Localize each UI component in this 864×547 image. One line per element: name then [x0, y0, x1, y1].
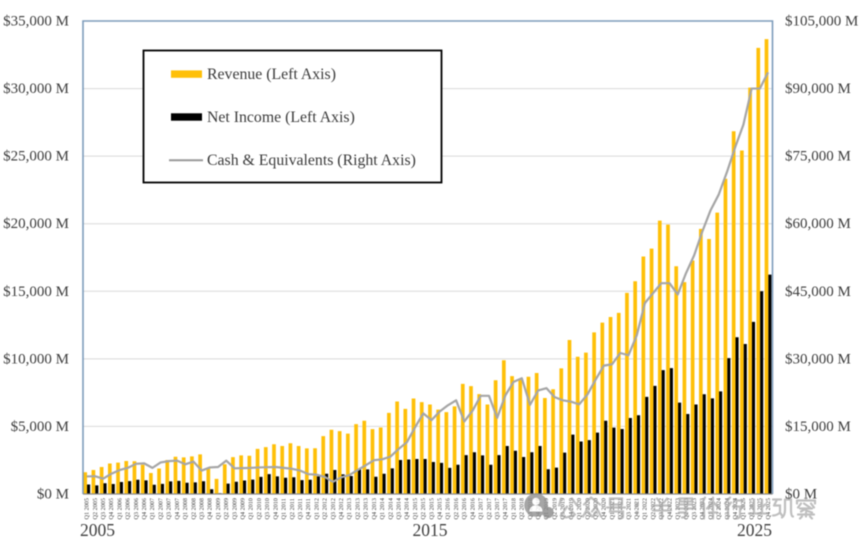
svg-text:Net Income (Left Axis): Net Income (Left Axis) — [207, 109, 355, 126]
svg-text:Q4 2017: Q4 2017 — [502, 498, 509, 519]
svg-text:Q2 2016: Q2 2016 — [453, 498, 460, 519]
svg-text:Q2 2010: Q2 2010 — [256, 498, 263, 519]
svg-text:Q3 2014: Q3 2014 — [395, 498, 402, 519]
svg-text:Q4 2024: Q4 2024 — [732, 498, 739, 519]
svg-text:Q2 2014: Q2 2014 — [387, 498, 394, 519]
svg-text:$10,000 M: $10,000 M — [3, 351, 69, 367]
svg-text:Q2 2019: Q2 2019 — [551, 498, 558, 519]
svg-text:Q1 2013: Q1 2013 — [346, 498, 353, 519]
svg-text:Q3 2013: Q3 2013 — [363, 498, 370, 519]
svg-text:Q1 2025: Q1 2025 — [740, 498, 747, 519]
svg-text:Q4 2006: Q4 2006 — [141, 498, 148, 519]
svg-text:Q3 2021: Q3 2021 — [625, 498, 632, 519]
svg-text:Q1 2010: Q1 2010 — [248, 498, 255, 519]
svg-text:$0 M: $0 M — [37, 487, 69, 503]
svg-text:Q1 2006: Q1 2006 — [116, 498, 123, 519]
svg-text:Q2 2009: Q2 2009 — [223, 498, 230, 519]
svg-text:Q2 2025: Q2 2025 — [748, 498, 755, 519]
svg-text:Q1 2009: Q1 2009 — [215, 498, 222, 519]
svg-text:Q4 2019: Q4 2019 — [568, 498, 575, 519]
svg-text:Q4 2011: Q4 2011 — [305, 498, 312, 519]
svg-text:$15,000 M: $15,000 M — [3, 284, 69, 300]
svg-text:Q1 2015: Q1 2015 — [412, 498, 419, 519]
svg-text:$30,000 M: $30,000 M — [785, 351, 851, 367]
svg-text:Q3 2015: Q3 2015 — [428, 498, 435, 519]
svg-text:Q4 2021: Q4 2021 — [634, 498, 641, 519]
svg-text:Q1 2014: Q1 2014 — [379, 498, 386, 519]
svg-text:Q2 2007: Q2 2007 — [157, 498, 164, 519]
svg-text:Q1 2007: Q1 2007 — [149, 498, 156, 519]
svg-text:Q4 2023: Q4 2023 — [699, 498, 706, 519]
svg-text:Q2 2006: Q2 2006 — [125, 498, 132, 519]
svg-text:Q2 2021: Q2 2021 — [617, 498, 624, 519]
svg-text:Q1 2008: Q1 2008 — [182, 498, 189, 519]
svg-text:Cash & Equivalents (Right Axis: Cash & Equivalents (Right Axis) — [207, 152, 416, 169]
svg-text:Q2 2022: Q2 2022 — [650, 498, 657, 519]
svg-text:Revenue (Left Axis): Revenue (Left Axis) — [207, 66, 336, 83]
svg-text:Q4 2016: Q4 2016 — [469, 498, 476, 519]
svg-text:Q4 2005: Q4 2005 — [108, 498, 115, 519]
svg-text:$60,000 M: $60,000 M — [785, 216, 851, 232]
svg-text:Q3 2007: Q3 2007 — [166, 498, 173, 519]
svg-text:Q1 2005: Q1 2005 — [84, 498, 91, 519]
svg-text:Q4 2020: Q4 2020 — [601, 498, 608, 519]
svg-text:Q2 2005: Q2 2005 — [92, 498, 99, 519]
svg-text:Q1 2011: Q1 2011 — [281, 498, 288, 519]
svg-text:Q1 2012: Q1 2012 — [313, 498, 320, 519]
svg-text:Q3 2016: Q3 2016 — [461, 498, 468, 519]
svg-text:Q4 2009: Q4 2009 — [240, 498, 247, 519]
svg-text:Q2 2013: Q2 2013 — [354, 498, 361, 519]
svg-text:2025: 2025 — [737, 520, 772, 540]
svg-text:Q4 2008: Q4 2008 — [207, 498, 214, 519]
svg-text:$45,000 M: $45,000 M — [785, 284, 851, 300]
svg-text:$90,000 M: $90,000 M — [785, 81, 851, 97]
svg-text:Q3 2025: Q3 2025 — [757, 498, 764, 519]
svg-text:Q4 2007: Q4 2007 — [174, 498, 181, 519]
svg-text:Q2 2011: Q2 2011 — [289, 498, 296, 519]
svg-text:Q2 2018: Q2 2018 — [519, 498, 526, 519]
svg-text:Q2 2008: Q2 2008 — [190, 498, 197, 519]
svg-text:$105,000 M: $105,000 M — [785, 14, 858, 30]
svg-text:Q3 2005: Q3 2005 — [100, 498, 107, 519]
svg-text:$25,000 M: $25,000 M — [3, 149, 69, 165]
svg-text:Q3 2017: Q3 2017 — [494, 498, 501, 519]
svg-text:Q4 2015: Q4 2015 — [437, 498, 444, 519]
svg-text:Q4 2012: Q4 2012 — [338, 498, 345, 519]
svg-text:Q4 2013: Q4 2013 — [371, 498, 378, 519]
svg-text:$15,000 M: $15,000 M — [785, 419, 851, 435]
svg-text:Q1 2016: Q1 2016 — [445, 498, 452, 519]
svg-text:Q1 2022: Q1 2022 — [642, 498, 649, 519]
svg-text:Q4 2010: Q4 2010 — [272, 498, 279, 519]
svg-text:Q4 2022: Q4 2022 — [666, 498, 673, 519]
svg-text:Q3 2019: Q3 2019 — [560, 498, 567, 519]
svg-text:Q1 2021: Q1 2021 — [609, 498, 616, 519]
svg-text:$75,000 M: $75,000 M — [785, 149, 851, 165]
svg-text:Q3 2011: Q3 2011 — [297, 498, 304, 519]
svg-text:$35,000 M: $35,000 M — [3, 14, 69, 30]
svg-text:2005: 2005 — [80, 520, 115, 540]
svg-text:Q1 2020: Q1 2020 — [576, 498, 583, 519]
svg-text:Q3 2008: Q3 2008 — [198, 498, 205, 519]
svg-text:Q1 2024: Q1 2024 — [707, 498, 714, 519]
svg-text:Q2 2017: Q2 2017 — [486, 498, 493, 519]
svg-text:2015: 2015 — [413, 520, 448, 540]
svg-text:Q4 2025: Q4 2025 — [765, 498, 772, 519]
svg-text:Q4 2014: Q4 2014 — [404, 498, 411, 519]
svg-text:Q1 2018: Q1 2018 — [510, 498, 517, 519]
svg-text:Q3 2006: Q3 2006 — [133, 498, 140, 519]
svg-text:$20,000 M: $20,000 M — [3, 216, 69, 232]
svg-text:Q2 2012: Q2 2012 — [322, 498, 329, 519]
svg-text:$30,000 M: $30,000 M — [3, 81, 69, 97]
svg-text:$5,000 M: $5,000 M — [11, 419, 69, 435]
svg-text:Q1 2017: Q1 2017 — [478, 498, 485, 519]
svg-text:Q3 2010: Q3 2010 — [264, 498, 271, 519]
svg-text:Q3 2009: Q3 2009 — [231, 498, 238, 519]
svg-text:Q2 2015: Q2 2015 — [420, 498, 427, 519]
svg-text:Q3 2012: Q3 2012 — [330, 498, 337, 519]
svg-text:$0 M: $0 M — [785, 487, 817, 503]
